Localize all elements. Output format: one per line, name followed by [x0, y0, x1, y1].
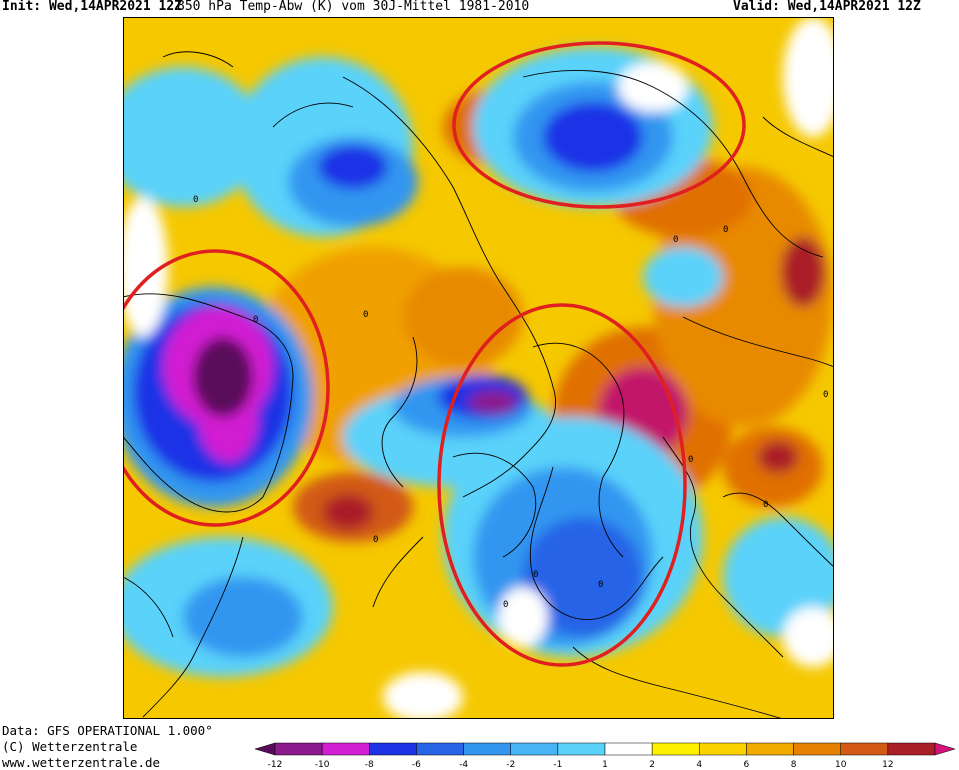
colorbar-tick-label: -2	[506, 760, 515, 770]
svg-text:0: 0	[688, 455, 693, 465]
colorbar-segment	[604, 742, 653, 756]
colorbar-tick-label: -12	[268, 760, 283, 770]
zero-contour-labels: 0 0 0 0 0 0 0 0 0 0 0 0	[193, 195, 828, 610]
svg-text:0: 0	[763, 500, 768, 510]
colorbar-tick-label: -8	[365, 760, 374, 770]
circle-west	[123, 249, 330, 527]
colorbar-tick-label: 4	[696, 760, 702, 770]
colorbar-ticks: -12 -10 -8 -6 -4 -2 -1 1 2 4 6 8 10 12	[268, 760, 894, 770]
svg-text:0: 0	[503, 600, 508, 610]
map-title: 850 hPa Temp-Abw (K) vom 30J-Mittel 1981…	[177, 0, 530, 14]
colorbar-segment	[840, 742, 889, 756]
colorbar-tick-label: 2	[649, 760, 655, 770]
colorbar-tick-label: 8	[791, 760, 797, 770]
svg-text:0: 0	[253, 315, 258, 325]
valid-time: Valid: Wed,14APR2021 12Z	[733, 0, 921, 14]
svg-text:0: 0	[193, 195, 198, 205]
svg-text:0: 0	[598, 580, 603, 590]
coastlines	[123, 51, 834, 719]
svg-text:0: 0	[823, 390, 828, 400]
svg-text:0: 0	[373, 535, 378, 545]
colorbar-segment	[793, 742, 841, 756]
colorbar-segment	[274, 742, 323, 756]
data-source-label: Data: GFS OPERATIONAL 1.000°	[2, 723, 213, 738]
colorbar-tick-label: -1	[553, 760, 562, 770]
colorbar-tick-label: -6	[412, 760, 421, 770]
colorbar-segment	[416, 742, 464, 756]
colorbar-segment	[699, 742, 747, 756]
colorbar-arrow-low	[255, 742, 276, 756]
colorbar: -12 -10 -8 -6 -4 -2 -1 1 2 4 6 8 10 12	[255, 742, 956, 770]
annotation-circles	[123, 41, 746, 667]
svg-text:0: 0	[363, 310, 368, 320]
colorbar-segment	[887, 742, 936, 756]
colorbar-segment	[651, 742, 700, 756]
copyright-label: (C) Wetterzentrale	[2, 739, 138, 754]
colorbar-segment	[369, 742, 417, 756]
circle-north	[452, 41, 746, 209]
colorbar-tick-label: 6	[744, 760, 750, 770]
anomaly-map: 0 0 0 0 0 0 0 0 0 0 0 0	[123, 17, 834, 719]
colorbar-segment	[321, 742, 370, 756]
svg-text:0: 0	[533, 570, 538, 580]
colorbar-segment	[746, 742, 794, 756]
colorbar-tick-label: -4	[459, 760, 468, 770]
svg-text:0: 0	[673, 235, 678, 245]
colorbar-tick-label: -10	[315, 760, 330, 770]
colorbar-arrow-high	[934, 742, 956, 756]
colorbar-tick-label: 1	[602, 760, 608, 770]
header: Init: Wed,14APR2021 12Z 850 hPa Temp-Abw…	[0, 0, 959, 14]
svg-text:0: 0	[723, 225, 728, 235]
colorbar-segment	[557, 742, 606, 756]
colorbar-blocks	[255, 742, 956, 756]
circle-europe	[437, 303, 687, 667]
colorbar-segment	[463, 742, 511, 756]
init-time: Init: Wed,14APR2021 12Z	[2, 0, 183, 14]
colorbar-segment	[510, 742, 559, 756]
anomaly-fields	[123, 17, 834, 719]
colorbar-tick-label: 10	[835, 760, 847, 770]
colorbar-tick-label: 12	[882, 760, 893, 770]
website-link[interactable]: www.wetterzentrale.de	[2, 755, 161, 770]
